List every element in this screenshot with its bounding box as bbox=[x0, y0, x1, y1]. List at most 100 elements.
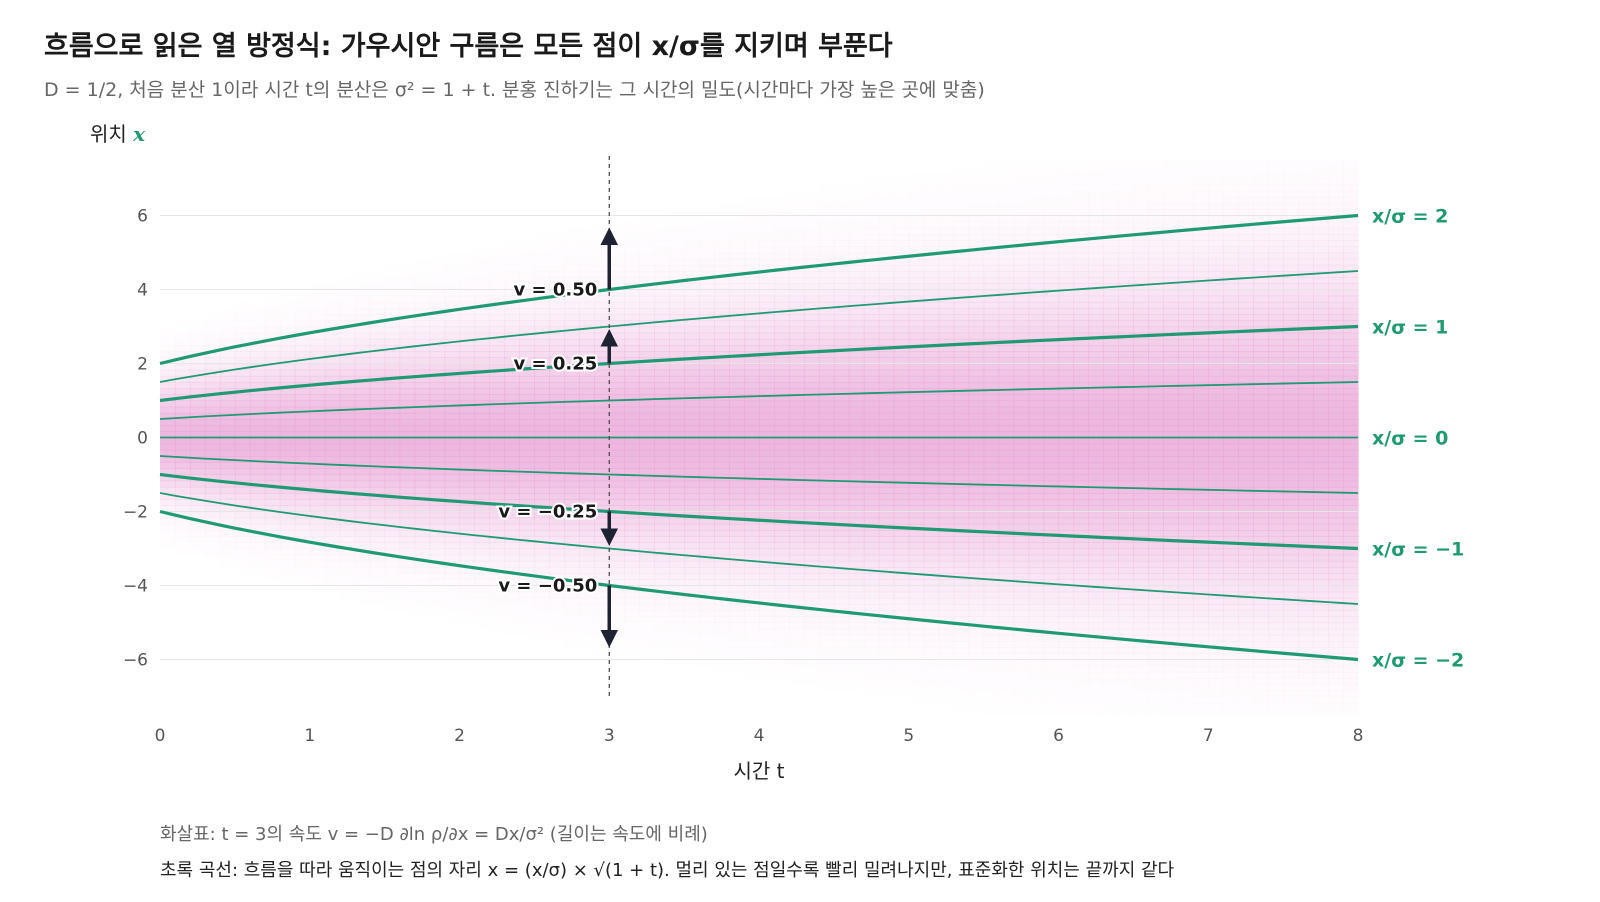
density-cell bbox=[564, 394, 580, 402]
density-cell bbox=[1058, 197, 1075, 204]
density-cell bbox=[879, 690, 895, 697]
density-cell bbox=[1163, 567, 1179, 574]
density-cell bbox=[339, 301, 356, 309]
density-cell bbox=[624, 616, 640, 624]
density-cell bbox=[579, 585, 595, 593]
density-cell bbox=[923, 542, 940, 550]
density-cell bbox=[384, 567, 401, 574]
density-cell bbox=[339, 419, 356, 426]
density-cell bbox=[1193, 665, 1209, 673]
density-cell bbox=[998, 388, 1015, 395]
density-cell bbox=[415, 592, 431, 599]
density-cell bbox=[759, 394, 775, 402]
density-cell bbox=[1118, 554, 1134, 562]
density-cell bbox=[1163, 234, 1179, 241]
density-cell bbox=[579, 419, 595, 426]
density-cell bbox=[1073, 709, 1089, 716]
density-cell bbox=[923, 597, 940, 605]
density-cell bbox=[474, 277, 491, 284]
density-cell bbox=[1178, 388, 1194, 395]
density-cell bbox=[1103, 179, 1119, 186]
density-cell bbox=[968, 585, 985, 593]
density-cell bbox=[684, 283, 700, 291]
density-cell bbox=[803, 234, 820, 241]
density-cell bbox=[893, 277, 910, 284]
density-cell bbox=[1133, 548, 1149, 556]
density-cell bbox=[489, 542, 506, 550]
density-cell bbox=[564, 456, 580, 463]
density-cell bbox=[294, 542, 311, 550]
density-cell bbox=[444, 548, 461, 556]
density-cell bbox=[878, 271, 895, 278]
density-cell bbox=[609, 629, 625, 636]
density-cell bbox=[744, 338, 760, 346]
density-cell bbox=[654, 338, 670, 346]
density-cell bbox=[444, 456, 461, 463]
density-cell bbox=[908, 591, 925, 599]
density-cell bbox=[1118, 190, 1134, 198]
density-cell bbox=[1148, 628, 1164, 636]
density-cell bbox=[174, 338, 191, 346]
density-cell bbox=[818, 320, 835, 328]
density-cell bbox=[1028, 431, 1045, 439]
density-cell bbox=[339, 567, 356, 574]
density-cell bbox=[205, 549, 221, 556]
density-cell bbox=[953, 486, 970, 494]
density-cell bbox=[279, 437, 296, 445]
density-cell bbox=[863, 591, 880, 599]
density-cell bbox=[1163, 363, 1179, 371]
density-cell bbox=[174, 357, 191, 365]
density-cell bbox=[549, 277, 565, 284]
density-cell bbox=[549, 357, 565, 365]
density-cell bbox=[1178, 665, 1194, 673]
density-cell bbox=[624, 246, 640, 253]
density-cell bbox=[1178, 597, 1194, 605]
density-cell bbox=[893, 412, 910, 420]
density-cell bbox=[204, 394, 221, 402]
density-cell bbox=[1043, 419, 1060, 426]
density-cell bbox=[833, 443, 850, 451]
density-cell bbox=[818, 641, 835, 648]
density-cell bbox=[1208, 326, 1224, 334]
density-cell bbox=[908, 419, 925, 426]
density-cell bbox=[459, 301, 476, 309]
density-cell bbox=[1013, 425, 1030, 432]
density-cell bbox=[489, 623, 505, 630]
density-cell bbox=[1163, 190, 1179, 198]
density-cell bbox=[654, 228, 670, 235]
density-cell bbox=[414, 567, 431, 574]
density-cell bbox=[609, 283, 625, 291]
density-cell bbox=[984, 191, 1000, 198]
density-cell bbox=[594, 314, 610, 321]
density-cell bbox=[1118, 628, 1134, 636]
density-cell bbox=[324, 338, 341, 346]
density-cell bbox=[234, 530, 251, 537]
density-cell bbox=[370, 277, 386, 284]
density-cell bbox=[818, 591, 835, 599]
density-cell bbox=[489, 357, 506, 365]
density-cell bbox=[654, 216, 670, 223]
density-cell bbox=[938, 517, 955, 525]
density-cell bbox=[1148, 394, 1164, 402]
density-cell bbox=[848, 634, 865, 642]
density-cell bbox=[654, 400, 670, 408]
density-cell bbox=[460, 616, 476, 623]
density-cell bbox=[474, 394, 491, 402]
density-cell bbox=[1014, 678, 1030, 685]
density-cell bbox=[489, 456, 506, 463]
density-cell bbox=[1163, 703, 1179, 710]
density-cell bbox=[863, 264, 880, 272]
density-cell bbox=[759, 320, 775, 328]
chart-subtitle: D = 1/2, 처음 분산 1이라 시간 t의 분산은 σ² = 1 + t.… bbox=[44, 79, 985, 101]
density-cell bbox=[234, 412, 251, 420]
density-cell bbox=[385, 592, 401, 599]
y-axis-label-variable: x bbox=[133, 122, 146, 146]
density-cell bbox=[998, 542, 1015, 550]
density-cell bbox=[219, 530, 236, 537]
density-cell bbox=[819, 684, 835, 691]
density-cell bbox=[1193, 184, 1209, 192]
density-cell bbox=[1163, 338, 1179, 346]
density-cell bbox=[773, 591, 790, 599]
density-cell bbox=[1013, 209, 1030, 217]
density-cell bbox=[969, 690, 985, 697]
